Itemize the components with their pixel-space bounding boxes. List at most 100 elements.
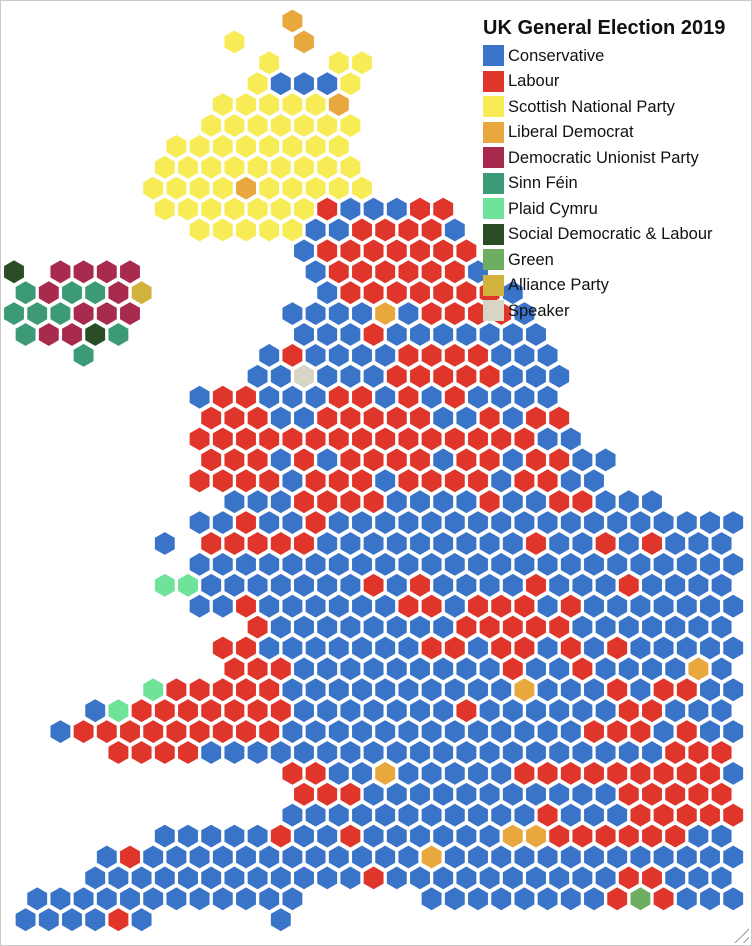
constituency-hex[interactable] — [234, 843, 258, 871]
constituency-hex[interactable] — [234, 676, 258, 703]
constituency-hex[interactable] — [443, 885, 467, 912]
constituency-hex[interactable] — [327, 216, 351, 244]
constituency-hex[interactable] — [721, 885, 745, 912]
constituency-hex[interactable] — [338, 154, 362, 181]
constituency-hex[interactable] — [304, 175, 328, 202]
constituency-hex[interactable] — [594, 781, 618, 808]
constituency-hex[interactable] — [478, 697, 502, 724]
constituency-hex[interactable] — [454, 488, 478, 515]
constituency-hex[interactable] — [570, 446, 594, 474]
constituency-hex[interactable] — [350, 467, 374, 494]
constituency-hex[interactable] — [304, 384, 328, 411]
constituency-hex[interactable] — [454, 697, 478, 724]
constituency-hex[interactable] — [153, 697, 177, 724]
constituency-hex[interactable] — [257, 593, 281, 620]
constituency-hex[interactable] — [338, 739, 362, 766]
constituency-hex[interactable] — [280, 551, 304, 578]
constituency-hex[interactable] — [466, 467, 490, 494]
constituency-hex[interactable] — [292, 530, 316, 557]
constituency-hex[interactable] — [292, 28, 316, 56]
constituency-hex[interactable] — [512, 551, 536, 578]
constituency-hex[interactable] — [559, 802, 583, 829]
constituency-hex[interactable] — [280, 342, 304, 369]
constituency-hex[interactable] — [582, 843, 606, 871]
constituency-hex[interactable] — [385, 488, 409, 515]
constituency-hex[interactable] — [478, 321, 502, 348]
constituency-hex[interactable] — [280, 843, 304, 871]
constituency-hex[interactable] — [373, 551, 397, 578]
constituency-hex[interactable] — [478, 530, 502, 557]
constituency-hex[interactable] — [536, 425, 560, 453]
constituency-hex[interactable] — [199, 404, 223, 432]
constituency-hex[interactable] — [327, 342, 351, 369]
constituency-hex[interactable] — [327, 258, 351, 285]
constituency-hex[interactable] — [501, 446, 525, 474]
constituency-hex[interactable] — [675, 676, 699, 703]
constituency-hex[interactable] — [222, 488, 246, 515]
constituency-hex[interactable] — [72, 300, 96, 327]
constituency-hex[interactable] — [292, 195, 316, 223]
constituency-hex[interactable] — [617, 530, 641, 557]
constituency-hex[interactable] — [652, 593, 676, 620]
constituency-hex[interactable] — [362, 822, 386, 850]
constituency-hex[interactable] — [373, 843, 397, 871]
constituency-hex[interactable] — [362, 446, 386, 474]
constituency-hex[interactable] — [269, 446, 293, 474]
constituency-hex[interactable] — [663, 655, 687, 683]
constituency-hex[interactable] — [559, 551, 583, 578]
constituency-hex[interactable] — [501, 781, 525, 808]
constituency-hex[interactable] — [408, 279, 432, 306]
constituency-hex[interactable] — [640, 739, 664, 766]
constituency-hex[interactable] — [141, 843, 165, 871]
constituency-hex[interactable] — [95, 843, 119, 871]
constituency-hex[interactable] — [315, 530, 339, 557]
constituency-hex[interactable] — [315, 488, 339, 515]
constituency-hex[interactable] — [501, 822, 525, 850]
constituency-hex[interactable] — [338, 195, 362, 223]
constituency-hex[interactable] — [373, 676, 397, 703]
constituency-hex[interactable] — [420, 216, 444, 244]
constituency-hex[interactable] — [257, 216, 281, 244]
constituency-hex[interactable] — [362, 739, 386, 766]
constituency-hex[interactable] — [246, 112, 270, 139]
constituency-hex[interactable] — [559, 843, 583, 871]
constituency-hex[interactable] — [257, 384, 281, 411]
constituency-hex[interactable] — [373, 634, 397, 662]
constituency-hex[interactable] — [25, 300, 49, 327]
constituency-hex[interactable] — [628, 843, 652, 871]
constituency-hex[interactable] — [269, 572, 293, 599]
constituency-hex[interactable] — [396, 216, 420, 244]
constituency-hex[interactable] — [582, 802, 606, 829]
constituency-hex[interactable] — [292, 321, 316, 348]
constituency-hex[interactable] — [721, 718, 745, 745]
constituency-hex[interactable] — [675, 718, 699, 745]
constituency-hex[interactable] — [222, 822, 246, 850]
constituency-hex[interactable] — [721, 634, 745, 662]
constituency-hex[interactable] — [489, 425, 513, 453]
constituency-hex[interactable] — [304, 718, 328, 745]
constituency-hex[interactable] — [698, 760, 722, 787]
constituency-hex[interactable] — [686, 697, 710, 724]
constituency-hex[interactable] — [257, 467, 281, 494]
constituency-hex[interactable] — [315, 195, 339, 223]
constituency-hex[interactable] — [431, 781, 455, 808]
constituency-hex[interactable] — [396, 509, 420, 536]
constituency-hex[interactable] — [269, 363, 293, 390]
constituency-hex[interactable] — [327, 593, 351, 620]
constituency-hex[interactable] — [466, 634, 490, 662]
constituency-hex[interactable] — [454, 363, 478, 390]
constituency-hex[interactable] — [721, 676, 745, 703]
constituency-hex[interactable] — [675, 802, 699, 829]
constituency-hex[interactable] — [246, 154, 270, 181]
constituency-hex[interactable] — [280, 300, 304, 327]
constituency-hex[interactable] — [222, 530, 246, 557]
constituency-hex[interactable] — [199, 112, 223, 139]
constituency-hex[interactable] — [222, 655, 246, 683]
constituency-hex[interactable] — [234, 551, 258, 578]
constituency-hex[interactable] — [315, 363, 339, 390]
constituency-hex[interactable] — [478, 655, 502, 683]
constituency-hex[interactable] — [617, 655, 641, 683]
constituency-hex[interactable] — [188, 593, 212, 620]
constituency-hex[interactable] — [292, 237, 316, 265]
constituency-hex[interactable] — [710, 697, 734, 724]
